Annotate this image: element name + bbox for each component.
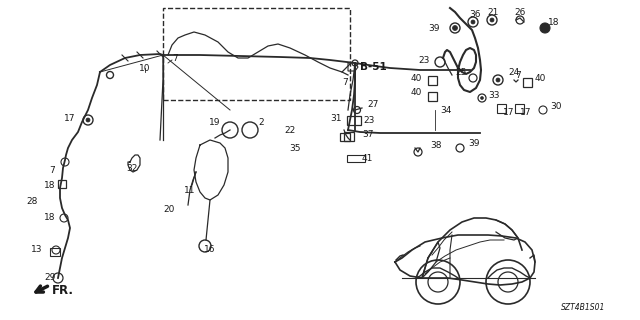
Circle shape xyxy=(481,97,483,100)
Text: 27: 27 xyxy=(367,100,378,108)
Text: 17: 17 xyxy=(520,108,531,116)
Bar xyxy=(347,155,365,162)
Text: SZT4B1S01: SZT4B1S01 xyxy=(561,303,605,312)
Text: 13: 13 xyxy=(31,245,42,254)
Text: 40: 40 xyxy=(411,74,422,83)
Text: FR.: FR. xyxy=(52,284,74,297)
Bar xyxy=(497,104,506,113)
Text: 21: 21 xyxy=(487,7,499,17)
Circle shape xyxy=(496,78,500,82)
Circle shape xyxy=(471,20,475,24)
Text: 19: 19 xyxy=(209,117,220,126)
Text: 36: 36 xyxy=(469,10,481,19)
Text: 37: 37 xyxy=(362,130,374,139)
Text: 33: 33 xyxy=(488,91,499,100)
Text: 18: 18 xyxy=(548,18,559,27)
Circle shape xyxy=(490,18,494,22)
Circle shape xyxy=(86,118,90,122)
Bar xyxy=(515,104,524,113)
Text: 29: 29 xyxy=(44,274,56,283)
Text: 38: 38 xyxy=(430,140,442,149)
Text: 31: 31 xyxy=(330,114,342,123)
Text: B-51: B-51 xyxy=(360,62,387,72)
Circle shape xyxy=(452,26,458,30)
Text: 2: 2 xyxy=(258,117,264,126)
Text: 41: 41 xyxy=(362,154,373,163)
Text: 39: 39 xyxy=(429,23,440,33)
Text: 30: 30 xyxy=(550,101,561,110)
Text: 40: 40 xyxy=(411,87,422,97)
Text: 35: 35 xyxy=(289,143,301,153)
Text: 40: 40 xyxy=(535,74,547,83)
Text: 26: 26 xyxy=(515,7,525,17)
Text: 25: 25 xyxy=(456,68,467,76)
Bar xyxy=(58,180,66,188)
Text: 20: 20 xyxy=(164,205,175,214)
Text: 7: 7 xyxy=(49,165,55,174)
Text: 18: 18 xyxy=(44,180,55,189)
Text: 7: 7 xyxy=(172,53,178,62)
Circle shape xyxy=(540,23,550,33)
Text: 23: 23 xyxy=(363,116,374,124)
Bar xyxy=(347,116,361,125)
Text: 7: 7 xyxy=(342,77,348,86)
Text: 17: 17 xyxy=(63,114,75,123)
Text: 34: 34 xyxy=(440,106,451,115)
Text: 16: 16 xyxy=(204,245,216,254)
Text: 18: 18 xyxy=(44,213,55,222)
Text: 11: 11 xyxy=(184,186,195,195)
Text: 39: 39 xyxy=(468,139,479,148)
Text: 23: 23 xyxy=(419,55,430,65)
Bar xyxy=(428,76,437,85)
Text: 24: 24 xyxy=(508,68,519,76)
Bar xyxy=(340,133,350,141)
Text: 28: 28 xyxy=(27,197,38,206)
Bar xyxy=(50,248,60,256)
Text: 32: 32 xyxy=(127,164,138,172)
Bar xyxy=(523,78,532,87)
Text: 7: 7 xyxy=(515,70,521,79)
Text: 22: 22 xyxy=(284,125,296,134)
Text: 10: 10 xyxy=(140,63,151,73)
Bar xyxy=(163,8,350,100)
Bar xyxy=(428,92,437,101)
Text: 17: 17 xyxy=(503,108,515,116)
Bar xyxy=(344,132,354,141)
